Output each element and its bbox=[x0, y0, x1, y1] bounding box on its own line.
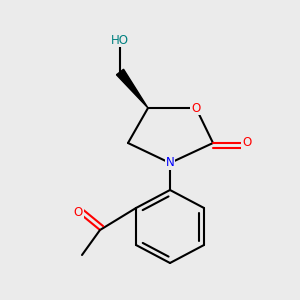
Text: N: N bbox=[166, 157, 174, 169]
Text: O: O bbox=[74, 206, 82, 218]
Text: HO: HO bbox=[111, 34, 129, 46]
Text: O: O bbox=[242, 136, 251, 149]
Text: O: O bbox=[191, 101, 201, 115]
Polygon shape bbox=[116, 69, 148, 108]
